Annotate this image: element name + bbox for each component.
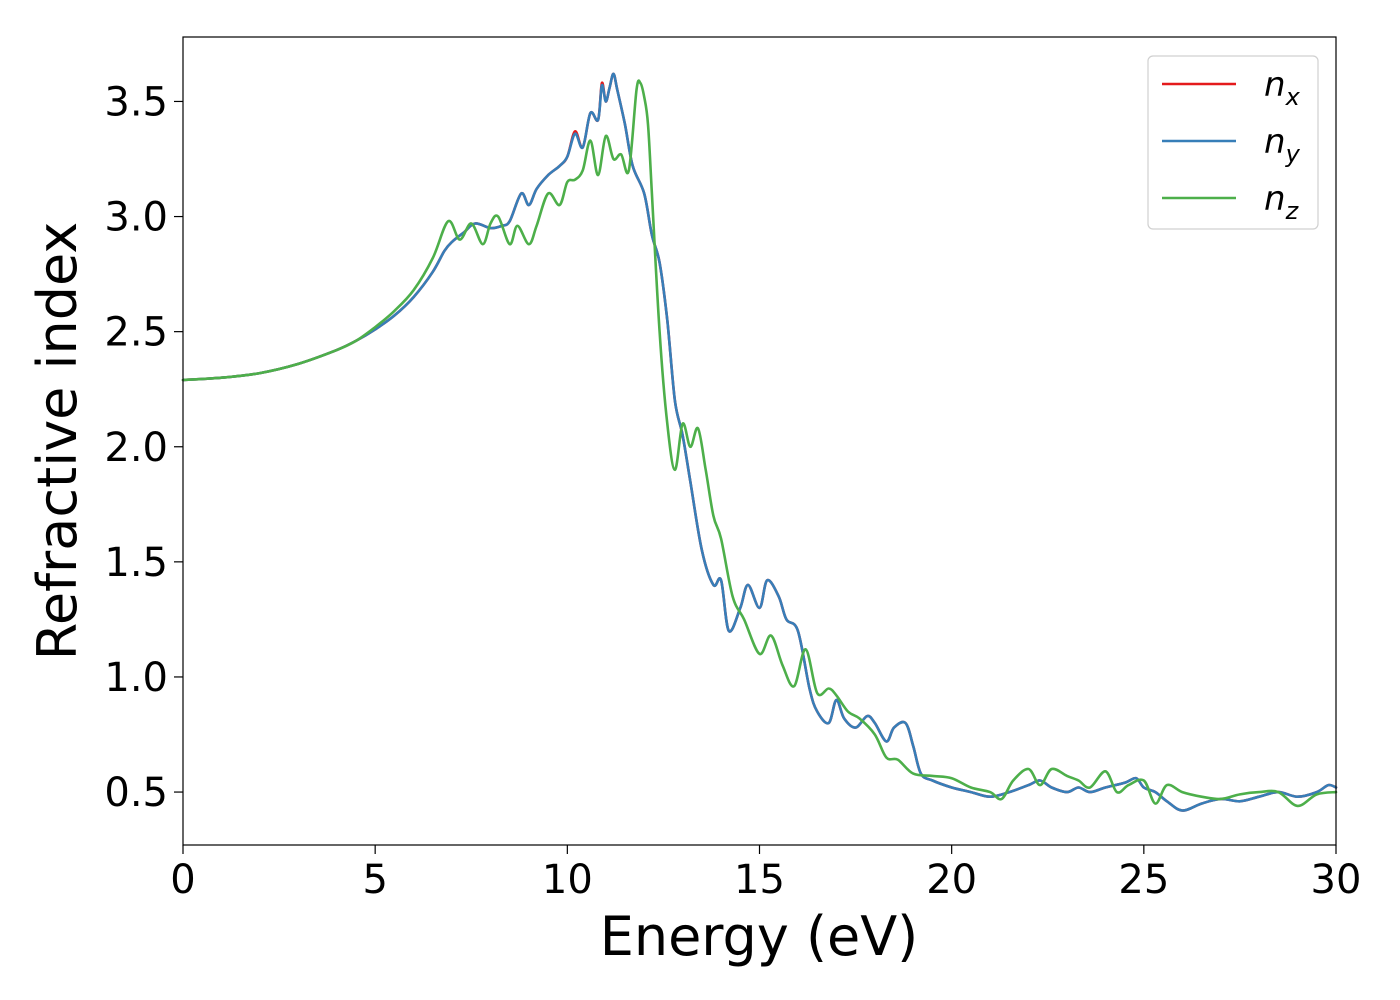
ticks-layer: 0 5 10 15 20 25 30 0.5 1.0 1.5 2.0 2.5 3.0 3.5 [104, 79, 1361, 903]
series-layer [181, 72, 1338, 812]
x-tick-label: 30 [1311, 857, 1362, 903]
series-line-nz [181, 79, 1338, 808]
x-tick-label: 25 [1118, 857, 1169, 903]
legend-label-nx: nx [1264, 65, 1301, 111]
y-tick-label: 2.5 [104, 310, 168, 356]
legend-box [1147, 55, 1319, 230]
y-tick-label: 1.0 [104, 655, 168, 701]
legend-label-ny: ny [1264, 122, 1301, 168]
x-tick-label: 20 [926, 857, 977, 903]
y-tick-label: 3.0 [104, 195, 168, 241]
y-axis-label: Refractive index [26, 222, 89, 661]
x-tick-label: 5 [362, 857, 387, 903]
y-tick-label: 2.0 [104, 425, 168, 471]
x-axis-label: Energy (eV) [600, 905, 919, 968]
x-tick-label: 15 [734, 857, 785, 903]
legend: nx ny nz [1147, 55, 1319, 230]
y-tick-label: 1.5 [104, 540, 168, 586]
y-tick-label: 0.5 [104, 770, 168, 816]
x-tick-label: 10 [542, 857, 593, 903]
x-tick-label: 0 [170, 857, 195, 903]
legend-label-nz: nz [1264, 179, 1300, 225]
y-tick-label: 3.5 [104, 79, 168, 125]
